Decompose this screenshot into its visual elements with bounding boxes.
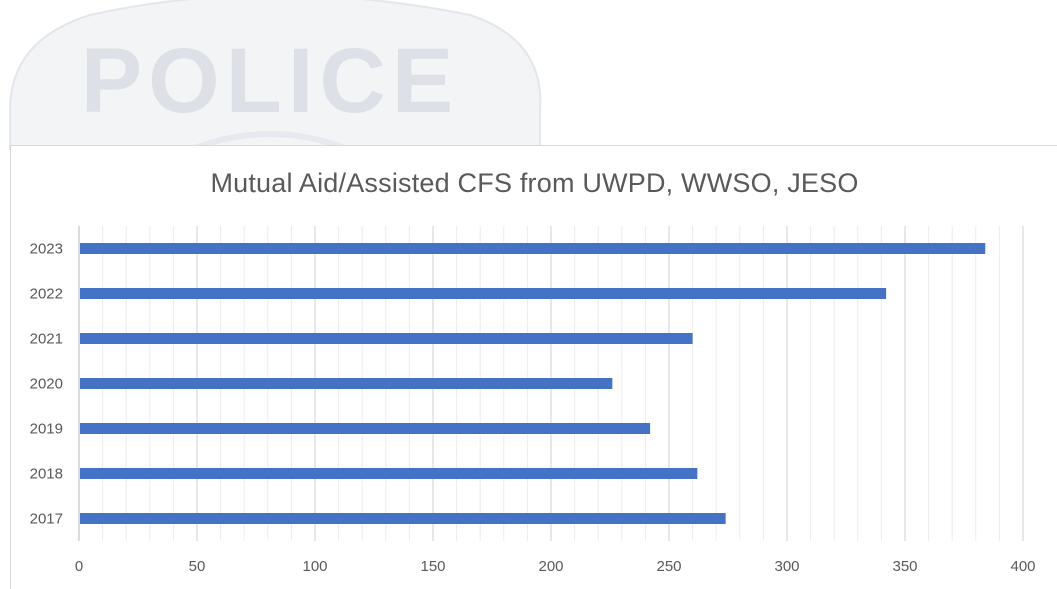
bar-2023 xyxy=(80,243,986,254)
badge-emblem-arc xyxy=(188,131,352,150)
bar-2017 xyxy=(80,513,726,524)
x-tick-label: 0 xyxy=(75,558,83,575)
x-tick-label: 100 xyxy=(302,558,327,575)
x-tick-label: 400 xyxy=(1010,558,1035,575)
bar-2019 xyxy=(80,423,651,434)
category-label-2017: 2017 xyxy=(30,511,63,528)
x-tick-label: 150 xyxy=(420,558,445,575)
police-badge-watermark: POLICE xyxy=(9,0,542,150)
bar-2022 xyxy=(80,288,887,299)
category-label-2023: 2023 xyxy=(30,241,63,258)
badge-text: POLICE xyxy=(81,30,459,132)
x-tick-label: 50 xyxy=(189,558,206,575)
x-tick-label: 200 xyxy=(538,558,563,575)
category-label-2021: 2021 xyxy=(30,331,63,348)
category-label-2018: 2018 xyxy=(30,466,63,483)
x-tick-label: 350 xyxy=(892,558,917,575)
chart-area: Mutual Aid/Assisted CFS from UWPD, WWSO,… xyxy=(10,145,1057,589)
category-label-2020: 2020 xyxy=(30,376,63,393)
badge-shape xyxy=(9,0,542,150)
bar-2021 xyxy=(80,333,693,344)
bar-chart-plot: 2023 2022 2021 2020 2019 2018 2017 0 50 100 150 200… xyxy=(30,226,1036,575)
x-tick-label: 300 xyxy=(774,558,799,575)
chart-title: Mutual Aid/Assisted CFS from UWPD, WWSO,… xyxy=(210,168,859,198)
bar-2018 xyxy=(80,468,698,479)
category-label-2022: 2022 xyxy=(30,286,63,303)
category-label-2019: 2019 xyxy=(30,421,63,438)
bar-2020 xyxy=(80,378,613,389)
x-tick-label: 250 xyxy=(656,558,681,575)
